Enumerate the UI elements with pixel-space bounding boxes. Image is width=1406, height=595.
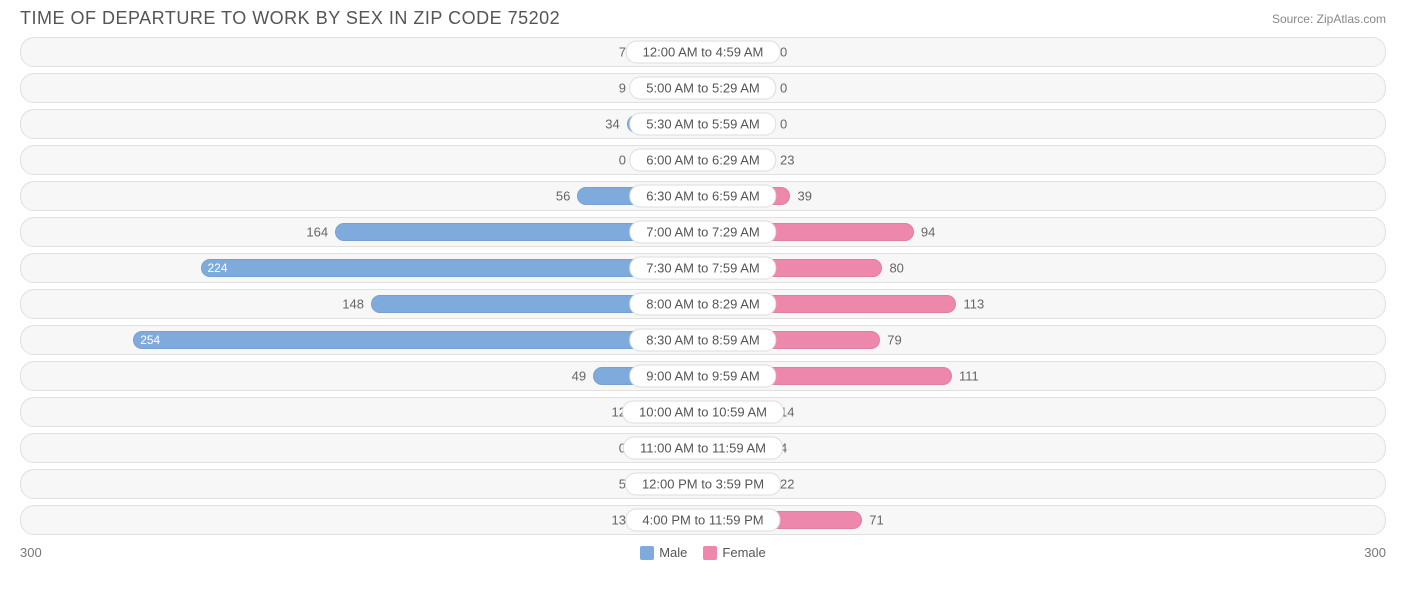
category-label: 6:30 AM to 6:59 AM [629, 185, 776, 208]
male-bar: 224 [201, 259, 704, 277]
category-label: 11:00 AM to 11:59 AM [623, 437, 783, 460]
category-label: 7:30 AM to 7:59 AM [629, 257, 776, 280]
axis-left-max: 300 [20, 545, 42, 560]
legend-label-male: Male [659, 545, 687, 560]
female-value: 80 [881, 261, 903, 276]
category-label: 5:00 AM to 5:29 AM [629, 77, 776, 100]
male-value: 56 [556, 189, 578, 204]
legend-item-female: Female [703, 545, 765, 560]
legend-swatch-male [640, 546, 654, 560]
source-attribution: Source: ZipAtlas.com [1272, 12, 1386, 26]
chart-area: 7012:00 AM to 4:59 AM 905:00 AM to 5:29 A… [0, 33, 1406, 543]
legend-label-female: Female [722, 545, 765, 560]
data-row: 56 39 6:30 AM to 6:59 AM [20, 181, 1386, 211]
data-row: 254 79 8:30 AM to 8:59 AM [20, 325, 1386, 355]
category-label: 5:30 AM to 5:59 AM [629, 113, 776, 136]
female-value: 79 [879, 333, 901, 348]
female-value: 71 [861, 513, 883, 528]
male-value: 148 [342, 297, 372, 312]
male-value: 34 [605, 117, 627, 132]
axis-row: 300 Male Female 300 [0, 545, 1406, 560]
category-label: 7:00 AM to 7:29 AM [629, 221, 776, 244]
category-label: 12:00 AM to 4:59 AM [626, 41, 781, 64]
data-row: 49 111 9:00 AM to 9:59 AM [20, 361, 1386, 391]
data-row: 7012:00 AM to 4:59 AM [20, 37, 1386, 67]
data-row: 0411:00 AM to 11:59 AM [20, 433, 1386, 463]
female-value: 113 [955, 297, 984, 312]
male-value: 224 [208, 261, 228, 275]
category-label: 12:00 PM to 3:59 PM [625, 473, 781, 496]
female-value: 111 [951, 369, 979, 384]
male-value: 49 [572, 369, 594, 384]
data-row: 13714:00 PM to 11:59 PM [20, 505, 1386, 535]
category-label: 10:00 AM to 10:59 AM [622, 401, 784, 424]
data-row: 905:00 AM to 5:29 AM [20, 73, 1386, 103]
data-row: 3405:30 AM to 5:59 AM [20, 109, 1386, 139]
male-value: 254 [140, 333, 160, 347]
data-row: 52212:00 PM to 3:59 PM [20, 469, 1386, 499]
category-label: 9:00 AM to 9:59 AM [629, 365, 776, 388]
data-row: 148 113 8:00 AM to 8:29 AM [20, 289, 1386, 319]
category-label: 6:00 AM to 6:29 AM [629, 149, 776, 172]
data-row: 0236:00 AM to 6:29 AM [20, 145, 1386, 175]
data-row: 164 94 7:00 AM to 7:29 AM [20, 217, 1386, 247]
chart-title: TIME OF DEPARTURE TO WORK BY SEX IN ZIP … [20, 8, 560, 29]
axis-right-max: 300 [1364, 545, 1386, 560]
category-label: 8:00 AM to 8:29 AM [629, 293, 776, 316]
data-row: 224 80 7:30 AM to 7:59 AM [20, 253, 1386, 283]
legend-swatch-female [703, 546, 717, 560]
female-value: 94 [913, 225, 935, 240]
male-value: 164 [306, 225, 336, 240]
male-bar: 254 [133, 331, 703, 349]
legend: Male Female [640, 545, 766, 560]
category-label: 4:00 PM to 11:59 PM [625, 509, 780, 532]
category-label: 8:30 AM to 8:59 AM [629, 329, 776, 352]
legend-item-male: Male [640, 545, 687, 560]
data-row: 121410:00 AM to 10:59 AM [20, 397, 1386, 427]
female-value: 39 [789, 189, 811, 204]
